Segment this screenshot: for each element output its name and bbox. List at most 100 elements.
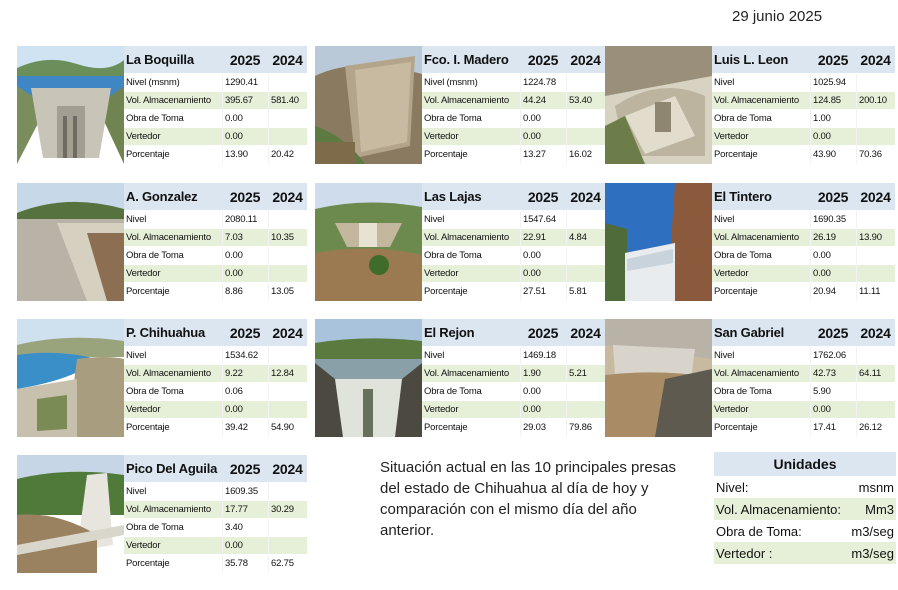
value-2025: 0.00 — [810, 401, 856, 419]
value-2025: 17.77 — [222, 501, 268, 519]
dam-card-a-gonzalez: A. Gonzalez 2025 2024 Nivel 2080.11 Vol.… — [17, 183, 307, 301]
value-2025: 7.03 — [222, 229, 268, 247]
row-label: Vertedor — [124, 537, 222, 555]
value-2025: 0.00 — [222, 265, 268, 283]
year-2024-header: 2024 — [856, 46, 895, 74]
year-2025-header: 2025 — [520, 46, 566, 74]
dam-name: Luis L. Leon — [712, 46, 810, 74]
value-2025: 0.00 — [222, 110, 268, 128]
dam-card-el-tintero: El Tintero 2025 2024 Nivel 1690.35 Vol. … — [605, 183, 895, 301]
row-label: Vertedor — [124, 401, 222, 419]
value-2025: 1.00 — [810, 110, 856, 128]
value-2024: 10.35 — [268, 229, 307, 247]
units-value: msnm — [858, 479, 894, 495]
row-label: Nivel — [712, 347, 810, 365]
value-2025: 13.90 — [222, 146, 268, 164]
value-2025: 39.42 — [222, 419, 268, 437]
value-2025: 0.00 — [520, 247, 566, 265]
value-2024 — [268, 247, 307, 265]
dam-card-san-gabriel: San Gabriel 2025 2024 Nivel 1762.06 Vol.… — [605, 319, 895, 437]
dam-card-el-rejon: El Rejon 2025 2024 Nivel 1469.18 Vol. Al… — [315, 319, 605, 437]
row-label: Vertedor — [124, 128, 222, 146]
dam-card-pico-del-aguila: Pico Del Aguila 2025 2024 Nivel 1609.35 … — [17, 455, 307, 573]
dam-name: El Rejon — [422, 319, 520, 347]
year-2024-header: 2024 — [268, 455, 307, 483]
dam-photo — [605, 319, 712, 437]
dam-table: Las Lajas 2025 2024 Nivel 1547.64 Vol. A… — [422, 183, 605, 301]
value-2025: 35.78 — [222, 555, 268, 573]
dam-name: A. Gonzalez — [124, 183, 222, 211]
value-2025: 0.00 — [810, 265, 856, 283]
value-2024: 62.75 — [268, 555, 307, 573]
description-text: Situación actual en las 10 principales p… — [380, 459, 677, 539]
value-2024: 79.86 — [566, 419, 605, 437]
value-2024: 12.84 — [268, 365, 307, 383]
row-label: Vol. Almacenamiento — [124, 365, 222, 383]
dam-photo — [605, 183, 712, 301]
value-2025: 8.86 — [222, 283, 268, 301]
year-2024-header: 2024 — [566, 46, 605, 74]
value-2025: 0.00 — [520, 110, 566, 128]
units-row: Vertedor : m3/seg — [714, 542, 896, 564]
row-label: Nivel — [124, 347, 222, 365]
value-2025: 5.90 — [810, 383, 856, 401]
year-2025-header: 2025 — [520, 183, 566, 211]
row-label: Obra de Toma — [422, 110, 520, 128]
dam-table: Fco. I. Madero 2025 2024 Nivel (msnm) 12… — [422, 46, 605, 164]
value-2024 — [856, 110, 895, 128]
dam-card-las-lajas: Las Lajas 2025 2024 Nivel 1547.64 Vol. A… — [315, 183, 605, 301]
dam-table: San Gabriel 2025 2024 Nivel 1762.06 Vol.… — [712, 319, 895, 437]
units-value: m3/seg — [851, 545, 894, 561]
value-2025: 17.41 — [810, 419, 856, 437]
units-label: Nivel: — [716, 479, 749, 495]
year-2024-header: 2024 — [566, 183, 605, 211]
year-2024-header: 2024 — [856, 319, 895, 347]
row-label: Porcentaje — [712, 283, 810, 301]
value-2025: 1547.64 — [520, 211, 566, 229]
row-label: Porcentaje — [712, 146, 810, 164]
value-2024 — [566, 383, 605, 401]
value-2024 — [856, 211, 895, 229]
value-2024 — [268, 347, 307, 365]
year-2025-header: 2025 — [222, 455, 268, 483]
row-label: Porcentaje — [422, 146, 520, 164]
value-2024: 64.11 — [856, 365, 895, 383]
value-2025: 0.00 — [222, 537, 268, 555]
value-2024 — [566, 211, 605, 229]
year-2025-header: 2025 — [222, 183, 268, 211]
dam-card-luis-l-leon: Luis L. Leon 2025 2024 Nivel 1025.94 Vol… — [605, 46, 895, 164]
value-2024 — [566, 128, 605, 146]
row-label: Obra de Toma — [422, 383, 520, 401]
value-2024 — [856, 247, 895, 265]
year-2025-header: 2025 — [520, 319, 566, 347]
value-2025: 0.00 — [810, 247, 856, 265]
value-2024 — [268, 265, 307, 283]
value-2024 — [856, 401, 895, 419]
row-label: Obra de Toma — [712, 383, 810, 401]
row-label: Vol. Almacenamiento — [422, 229, 520, 247]
value-2024 — [268, 483, 307, 501]
units-label: Vertedor : — [716, 545, 773, 561]
value-2024 — [566, 110, 605, 128]
dam-photo — [315, 319, 422, 437]
year-2025-header: 2025 — [810, 319, 856, 347]
value-2025: 1609.35 — [222, 483, 268, 501]
dam-table: El Tintero 2025 2024 Nivel 1690.35 Vol. … — [712, 183, 895, 301]
dam-name: Fco. I. Madero — [422, 46, 520, 74]
value-2024 — [268, 128, 307, 146]
dam-photo — [17, 455, 124, 573]
row-label: Vol. Almacenamiento — [712, 92, 810, 110]
row-label: Vertedor — [712, 265, 810, 283]
dam-name: El Tintero — [712, 183, 810, 211]
value-2024 — [566, 347, 605, 365]
value-2024 — [268, 519, 307, 537]
year-2025-header: 2025 — [222, 46, 268, 74]
value-2024 — [856, 74, 895, 92]
row-label: Obra de Toma — [124, 519, 222, 537]
value-2025: 0.00 — [810, 128, 856, 146]
value-2024: 581.40 — [268, 92, 307, 110]
value-2024 — [268, 537, 307, 555]
dam-table: Luis L. Leon 2025 2024 Nivel 1025.94 Vol… — [712, 46, 895, 164]
dam-photo — [17, 183, 124, 301]
value-2025: 0.00 — [520, 383, 566, 401]
